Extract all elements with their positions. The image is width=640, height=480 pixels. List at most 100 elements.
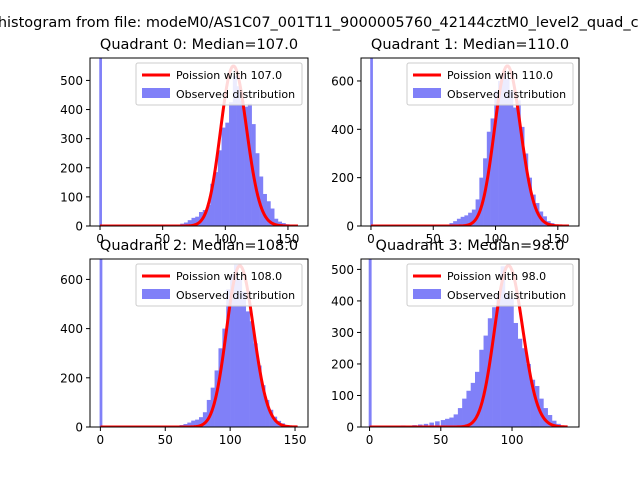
histogram-bar (530, 379, 536, 427)
histogram-bar (505, 78, 510, 226)
plot-area (368, 259, 568, 427)
histogram-bar (429, 422, 434, 427)
histogram-bar (453, 414, 459, 427)
histogram-bar (423, 423, 429, 427)
histogram-bar (456, 218, 461, 226)
histogram-bar (210, 183, 215, 226)
histogram-bar (475, 199, 480, 226)
histogram-bar (517, 338, 523, 427)
y-tick-label: 300 (60, 132, 83, 146)
histogram-bar (512, 107, 518, 226)
histogram-bar (496, 294, 501, 427)
histogram-bar (202, 209, 207, 226)
histogram-bar (543, 408, 548, 427)
axes-frame (89, 258, 309, 428)
y-tick-label: 200 (60, 161, 83, 175)
legend-box (406, 62, 574, 106)
histogram-bar (551, 420, 557, 427)
subplot-title: Quadrant 0: Median=107.0 (100, 37, 298, 53)
y-tick-label: 400 (331, 123, 354, 137)
histogram-bar (257, 365, 262, 427)
legend-bar-swatch (413, 289, 441, 299)
histogram-bar (206, 205, 211, 226)
histogram-bar (474, 371, 480, 427)
histogram-bar (229, 102, 234, 226)
legend-label-poisson: Poission with 108.0 (176, 270, 282, 283)
histogram-bar-zero (99, 58, 102, 226)
legend-bar-swatch (413, 88, 441, 98)
legend: Poission with 110.0 Observed distribution (406, 62, 574, 106)
histogram-bar (453, 221, 458, 226)
histogram-bar (531, 194, 536, 226)
histogram-bar (440, 420, 446, 427)
histogram-bar (504, 294, 510, 427)
y-tick-label: 600 (60, 273, 83, 287)
histogram-bar (191, 420, 196, 427)
histogram-bar (277, 221, 282, 226)
histogram-bar (445, 418, 450, 427)
poisson-curve (370, 64, 570, 226)
subplot-quadrant-0: 0 50 100 150 0 100 200 300 400 500 Quadrant 0: Med… (60, 37, 309, 246)
y-tick-label: 0 (75, 220, 83, 234)
histogram-bar-zero (370, 58, 373, 226)
histogram-bar (466, 390, 472, 427)
histogram-bar (520, 126, 525, 226)
x-tick-label: 100 (214, 232, 237, 246)
histogram-bar (217, 150, 222, 226)
histogram-bar (195, 216, 200, 226)
legend-bar-swatch (142, 88, 170, 98)
subplot-quadrant-2: 0 50 100 150 0 200 400 600 Quadrant 2: Median=10… (60, 238, 309, 447)
histogram-bar (253, 343, 258, 427)
histogram-bar (259, 176, 264, 226)
histogram-bar (498, 80, 503, 226)
poisson-curve (100, 264, 298, 427)
x-tick-label: 0 (96, 232, 104, 246)
poisson-curve (369, 264, 568, 427)
histogram-bar (516, 100, 521, 226)
subplot-quadrant-1: 0 50 100 150 0 200 400 600 Quadrant 1: Median=11… (331, 37, 580, 246)
x-tick-label: 150 (284, 433, 307, 447)
y-tick-label: 200 (331, 357, 354, 371)
histogram-bar (199, 417, 204, 427)
y-tick-label: 200 (60, 371, 83, 385)
histogram-bar (232, 76, 237, 226)
legend-label-observed: Observed distribution (447, 289, 566, 302)
histogram-bar (262, 193, 267, 226)
histogram-bar (230, 274, 235, 427)
histogram-bar (261, 385, 266, 427)
histogram-bar (470, 382, 476, 427)
histogram-bar (195, 419, 200, 427)
y-tick-label: 100 (60, 190, 83, 204)
x-tick-label: 50 (426, 232, 441, 246)
histogram-bar (225, 122, 230, 226)
y-tick-label: 0 (346, 220, 354, 234)
plot-area (370, 58, 570, 226)
histogram-bar (234, 264, 239, 427)
histogram-bar (464, 215, 469, 226)
histogram-bar (206, 399, 211, 427)
histogram-bar (236, 86, 241, 226)
x-tick-label: 0 (97, 433, 105, 447)
y-tick-label: 100 (331, 389, 354, 403)
y-tick-label: 500 (331, 263, 354, 277)
histogram-bar (462, 398, 467, 427)
x-tick-label: 50 (158, 433, 173, 447)
histogram-bar (460, 216, 465, 226)
subplot-title: Quadrant 3: Median=98.0 (376, 238, 565, 254)
legend-bar-swatch (142, 289, 170, 299)
subplot-title: Quadrant 2: Median=108.0 (100, 238, 298, 254)
histogram-bar (468, 212, 473, 226)
x-tick-label: 0 (366, 433, 374, 447)
histogram-bar (524, 153, 529, 226)
x-tick-label: 150 (277, 232, 300, 246)
histogram-bar (266, 201, 271, 226)
histogram-bar (471, 209, 476, 226)
histogram-bar (522, 348, 527, 427)
histogram-bar (457, 408, 463, 427)
subplot-quadrant-3: 0 50 100 0 100 200 300 400 500 Quadrant 3: Median… (331, 238, 580, 447)
histogram-bar (269, 409, 274, 427)
axes-frame (360, 57, 580, 227)
histogram-bar (479, 349, 484, 427)
histogram-bar (222, 328, 227, 427)
